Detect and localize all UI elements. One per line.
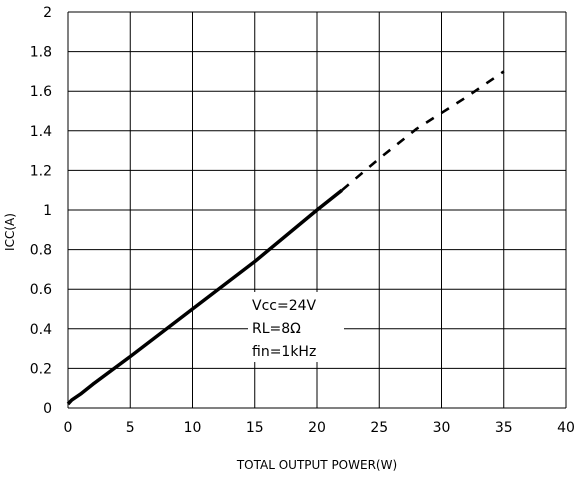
x-axis-label: TOTAL OUTPUT POWER(W) bbox=[236, 458, 397, 472]
y-tick-label: 0.4 bbox=[30, 322, 52, 338]
annotation-background bbox=[248, 292, 344, 362]
annotation-rl: RL=8Ω bbox=[252, 321, 301, 337]
x-tick-label: 40 bbox=[557, 420, 575, 436]
x-tick-label: 30 bbox=[433, 420, 451, 436]
x-tick-label: 0 bbox=[64, 420, 73, 436]
y-tick-label: 0 bbox=[43, 401, 52, 417]
y-tick-label: 0.6 bbox=[30, 282, 52, 298]
y-tick-label: 1.6 bbox=[30, 84, 52, 100]
y-tick-label: 1.2 bbox=[30, 163, 52, 179]
y-tick-label: 2 bbox=[43, 5, 52, 21]
x-tick-label: 25 bbox=[370, 420, 388, 436]
y-tick-label: 0.2 bbox=[30, 361, 52, 377]
x-tick-label: 35 bbox=[495, 420, 513, 436]
series-line-solid bbox=[66, 188, 343, 406]
series-layer bbox=[66, 70, 505, 406]
y-tick-label: 0.8 bbox=[30, 243, 52, 259]
y-axis-label: ICC(A) bbox=[3, 213, 17, 251]
grid bbox=[67, 11, 567, 409]
annotation-box: Vcc=24V RL=8Ω fin=1kHz bbox=[248, 292, 344, 362]
tick-labels: 0 5 10 15 20 25 30 35 40 0 0.2 0.4 0.6 0.8 1 1.2 1.4 1.6 1… bbox=[30, 5, 575, 436]
x-tick-label: 15 bbox=[246, 420, 264, 436]
annotation-vcc: Vcc=24V bbox=[252, 298, 317, 314]
x-tick-label: 20 bbox=[308, 420, 326, 436]
series-line-dashed bbox=[341, 70, 505, 192]
annotation-fin: fin=1kHz bbox=[252, 344, 316, 360]
y-tick-label: 1 bbox=[43, 203, 52, 219]
x-tick-label: 10 bbox=[184, 420, 202, 436]
y-tick-label: 1.8 bbox=[30, 45, 52, 61]
x-tick-label: 5 bbox=[126, 420, 135, 436]
y-tick-label: 1.4 bbox=[30, 124, 52, 140]
